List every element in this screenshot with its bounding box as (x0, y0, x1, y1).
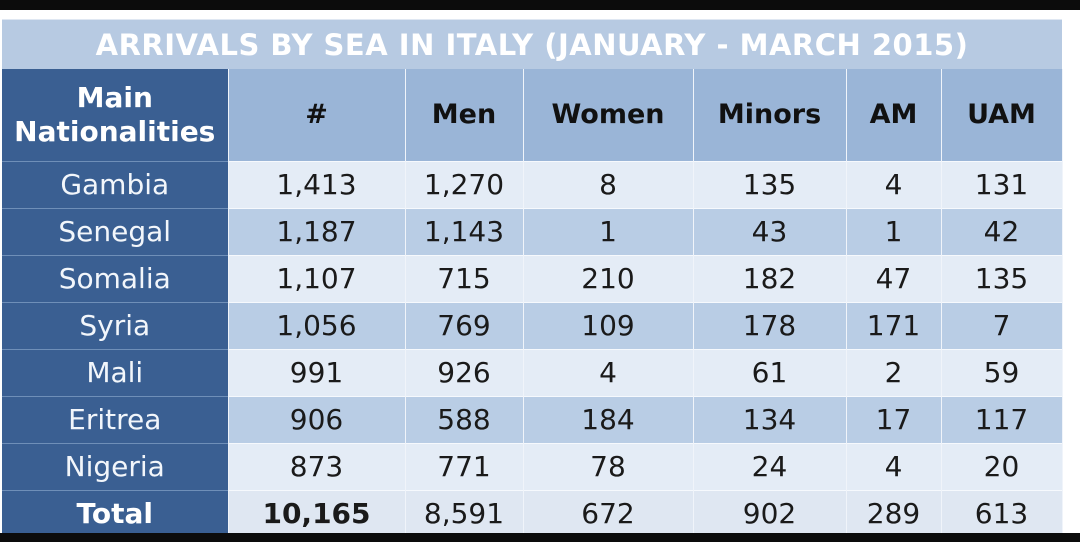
table-cell: 135 (941, 254, 1063, 302)
table-cell: 1,107 (228, 254, 406, 302)
table-cell: 1 (523, 207, 694, 255)
top-border (0, 0, 1080, 10)
table-cell: 117 (941, 395, 1063, 443)
total-cell: 613 (941, 489, 1063, 537)
table-cell: 4 (846, 442, 942, 490)
table-cell: 4 (846, 160, 942, 208)
table-cell: 991 (228, 348, 406, 396)
table-cell: 1,413 (228, 160, 406, 208)
header-row: Main Nationalities # Men Women Minors AM… (2, 69, 1063, 161)
table-cell: 2 (846, 348, 942, 396)
bottom-border (0, 533, 1080, 542)
row-label: Syria (2, 301, 229, 349)
row-label: Senegal (2, 207, 229, 255)
total-row: Total 10,165 8,591 672 902 289 613 (2, 489, 1063, 537)
total-cell: 902 (693, 489, 847, 537)
column-header-am: AM (846, 69, 942, 161)
table-row: Nigeria 873 771 78 24 4 20 (2, 442, 1063, 490)
table-row: Somalia 1,107 715 210 182 47 135 (2, 254, 1063, 302)
table-cell: 43 (693, 207, 847, 255)
table-row: Gambia 1,413 1,270 8 135 4 131 (2, 160, 1063, 208)
table-cell: 926 (405, 348, 524, 396)
table-cell: 47 (846, 254, 942, 302)
table-cell: 17 (846, 395, 942, 443)
table-cell: 178 (693, 301, 847, 349)
table-cell: 61 (693, 348, 847, 396)
table-cell: 135 (693, 160, 847, 208)
column-header-total: # (228, 69, 406, 161)
total-cell: 289 (846, 489, 942, 537)
table-cell: 1,187 (228, 207, 406, 255)
table-row: Senegal 1,187 1,143 1 43 1 42 (2, 207, 1063, 255)
table-cell: 588 (405, 395, 524, 443)
table-cell: 873 (228, 442, 406, 490)
column-header-women: Women (523, 69, 694, 161)
row-label: Eritrea (2, 395, 229, 443)
table-cell: 715 (405, 254, 524, 302)
table-cell: 59 (941, 348, 1063, 396)
table-cell: 8 (523, 160, 694, 208)
table-cell: 184 (523, 395, 694, 443)
total-cell: 672 (523, 489, 694, 537)
row-label: Mali (2, 348, 229, 396)
column-header-men: Men (405, 69, 524, 161)
arrivals-table: Main Nationalities # Men Women Minors AM… (2, 69, 1063, 537)
column-header-minors: Minors (693, 69, 847, 161)
table-cell: 906 (228, 395, 406, 443)
table-cell: 4 (523, 348, 694, 396)
table-cell: 7 (941, 301, 1063, 349)
total-label: Total (2, 489, 229, 537)
column-header-uam: UAM (941, 69, 1063, 161)
table-row: Eritrea 906 588 184 134 17 117 (2, 395, 1063, 443)
table-cell: 1,270 (405, 160, 524, 208)
table-cell: 20 (941, 442, 1063, 490)
table-cell: 131 (941, 160, 1063, 208)
table-cell: 134 (693, 395, 847, 443)
total-cell: 10,165 (228, 489, 406, 537)
table-row: Mali 991 926 4 61 2 59 (2, 348, 1063, 396)
row-label: Gambia (2, 160, 229, 208)
table-row: Syria 1,056 769 109 178 171 7 (2, 301, 1063, 349)
table-cell: 1 (846, 207, 942, 255)
row-label: Nigeria (2, 442, 229, 490)
table-cell: 182 (693, 254, 847, 302)
table-cell: 171 (846, 301, 942, 349)
table-cell: 769 (405, 301, 524, 349)
table-cell: 1,056 (228, 301, 406, 349)
table-cell: 24 (693, 442, 847, 490)
table-cell: 771 (405, 442, 524, 490)
table-cell: 109 (523, 301, 694, 349)
table-cell: 210 (523, 254, 694, 302)
column-header-nationalities: Main Nationalities (2, 69, 229, 161)
table-cell: 1,143 (405, 207, 524, 255)
total-cell: 8,591 (405, 489, 524, 537)
table-cell: 42 (941, 207, 1063, 255)
table-title: ARRIVALS BY SEA IN ITALY (JANUARY - MARC… (2, 20, 1062, 69)
row-label: Somalia (2, 254, 229, 302)
table-cell: 78 (523, 442, 694, 490)
